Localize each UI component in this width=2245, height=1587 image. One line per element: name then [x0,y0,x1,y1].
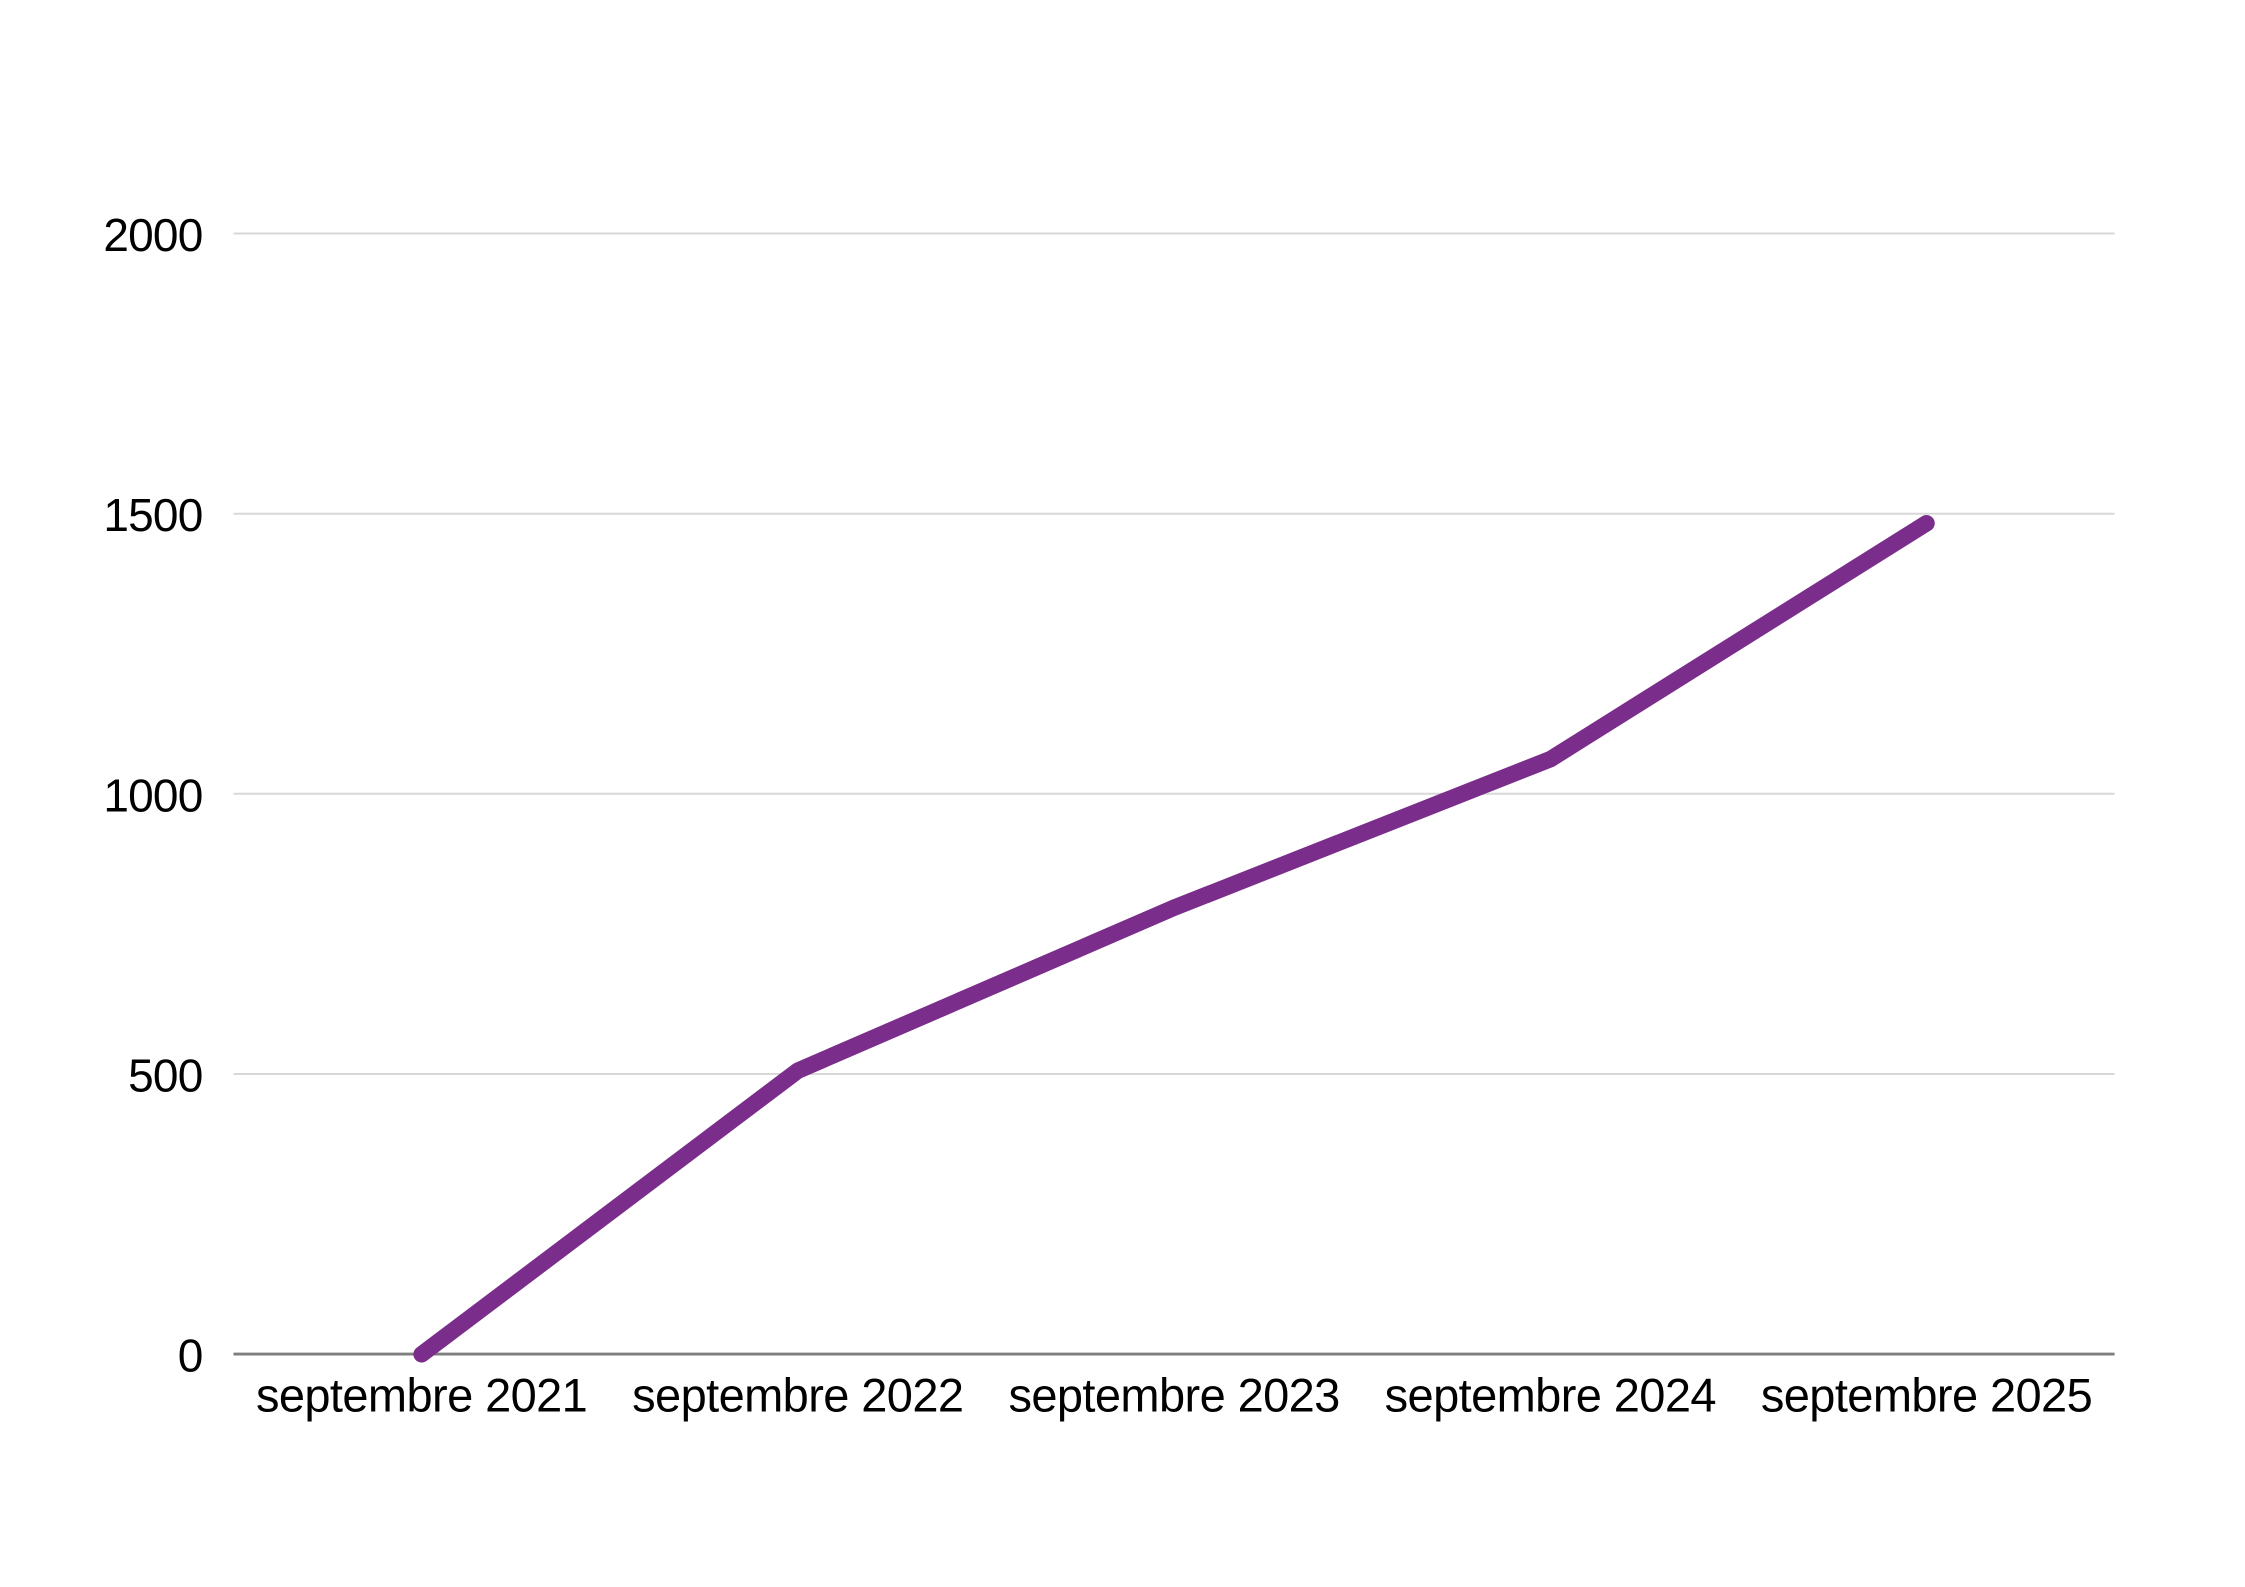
svg-text:septembre 2024: septembre 2024 [1385,1369,1716,1422]
svg-text:septembre 2022: septembre 2022 [632,1369,963,1422]
svg-text:1000: 1000 [103,769,202,821]
svg-text:2000: 2000 [103,209,202,261]
svg-text:1500: 1500 [103,489,202,541]
svg-text:500: 500 [128,1049,202,1101]
svg-text:septembre 2021: septembre 2021 [256,1369,587,1422]
svg-text:0: 0 [178,1330,203,1382]
svg-text:septembre 2023: septembre 2023 [1008,1369,1339,1422]
svg-text:septembre 2025: septembre 2025 [1761,1369,2092,1422]
